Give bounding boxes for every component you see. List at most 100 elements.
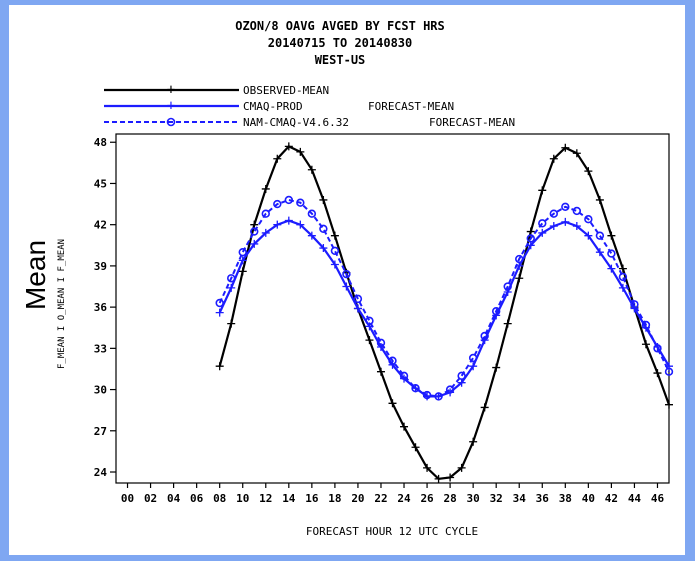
data-point xyxy=(227,283,236,292)
legend-label-nam-cmaq: NAM-CMAQ-V4.6.32 xyxy=(243,116,349,129)
legend-label-observed: OBSERVED-MEAN xyxy=(243,84,329,97)
x-tick-label: 44 xyxy=(628,492,642,505)
data-point xyxy=(250,239,259,248)
y-tick-label: 36 xyxy=(94,301,108,314)
x-tick-label: 32 xyxy=(490,492,503,505)
y-tick-label: 33 xyxy=(94,342,107,355)
data-point xyxy=(400,422,409,431)
data-point xyxy=(215,308,224,317)
data-point xyxy=(549,154,558,163)
x-tick-label: 22 xyxy=(374,492,387,505)
data-point xyxy=(468,353,478,363)
x-tick-label: 42 xyxy=(605,492,618,505)
data-point xyxy=(618,283,627,292)
data-point xyxy=(618,272,628,282)
data-point xyxy=(491,307,501,316)
y-axis-big-label: Mean xyxy=(20,240,51,310)
data-point xyxy=(572,149,581,158)
data-point xyxy=(515,254,524,264)
data-point xyxy=(526,227,535,236)
x-tick-label: 10 xyxy=(236,492,249,505)
x-tick-label: 30 xyxy=(467,492,480,505)
x-tick-label: 36 xyxy=(536,492,550,505)
y-axis-small-label: F_MEAN I O_MEAN I F_MEAN xyxy=(57,239,67,369)
x-tick-label: 04 xyxy=(167,492,181,505)
data-point xyxy=(261,228,270,237)
data-point xyxy=(376,367,385,376)
data-point xyxy=(342,282,351,291)
data-point xyxy=(538,228,547,237)
plot-area-frame xyxy=(115,133,670,484)
x-tick-label: 06 xyxy=(190,492,204,505)
data-point xyxy=(296,198,305,207)
data-point xyxy=(238,267,247,276)
data-point xyxy=(388,399,397,408)
data-point xyxy=(469,362,478,371)
data-point xyxy=(273,220,282,229)
data-point xyxy=(399,371,409,381)
data-point xyxy=(457,463,466,472)
data-point xyxy=(261,184,270,193)
data-point xyxy=(515,274,524,283)
data-point xyxy=(250,220,259,229)
chart-panel: OZON/8 OAVG AVGED BY FCST HRS 20140715 T… xyxy=(9,5,685,555)
data-point xyxy=(630,300,639,309)
series-line xyxy=(218,145,671,481)
data-point xyxy=(641,320,651,330)
data-point xyxy=(284,142,293,151)
data-point xyxy=(653,369,662,378)
data-point xyxy=(330,260,339,269)
legend-marker-nam-cmaq xyxy=(166,117,176,127)
x-tick-label: 40 xyxy=(582,492,595,505)
x-tick-label: 46 xyxy=(651,492,665,505)
data-point xyxy=(307,165,316,174)
legend-label-cmaq-prod: CMAQ-PROD xyxy=(243,100,303,113)
data-point xyxy=(607,231,616,240)
data-point xyxy=(595,231,605,240)
data-point xyxy=(227,319,236,328)
legend-marker-observed: + xyxy=(167,82,175,98)
data-point xyxy=(423,463,432,472)
data-point xyxy=(388,356,397,365)
data-point xyxy=(330,246,340,255)
data-point xyxy=(618,264,627,273)
x-tick-label: 34 xyxy=(513,492,527,505)
data-point xyxy=(595,248,604,257)
data-point xyxy=(664,367,674,376)
data-point xyxy=(561,202,570,212)
chart-title-block: OZON/8 OAVG AVGED BY FCST HRS 20140715 T… xyxy=(235,19,445,67)
x-tick-label: 00 xyxy=(121,492,134,505)
x-tick-label: 24 xyxy=(397,492,411,505)
data-point xyxy=(445,385,455,394)
x-tick-label: 20 xyxy=(351,492,364,505)
x-tick-label: 12 xyxy=(259,492,272,505)
data-point xyxy=(434,474,443,483)
data-point xyxy=(549,209,558,218)
data-point xyxy=(284,195,294,205)
data-point xyxy=(411,383,420,393)
series-0 xyxy=(215,142,673,483)
data-point xyxy=(422,390,432,400)
data-point xyxy=(365,336,374,345)
data-point xyxy=(238,247,247,257)
x-tick-label: 02 xyxy=(144,492,157,505)
chart-title-line-2: 20140715 TO 20140830 xyxy=(268,36,413,50)
x-tick-label: 38 xyxy=(559,492,572,505)
data-point xyxy=(503,319,512,328)
data-point xyxy=(296,147,305,156)
y-tick-label: 48 xyxy=(94,136,107,149)
y-tick-label: 39 xyxy=(94,260,107,273)
data-point xyxy=(365,316,374,326)
series-2 xyxy=(215,195,674,401)
y-tick-label: 42 xyxy=(94,219,107,232)
data-point xyxy=(607,264,616,273)
chart-title-line-1: OZON/8 OAVG AVGED BY FCST HRS xyxy=(235,19,445,33)
y-tick-label: 30 xyxy=(94,384,107,397)
legend-marker-cmaq-prod: + xyxy=(167,98,175,114)
x-tick-label: 28 xyxy=(443,492,456,505)
data-point xyxy=(469,437,478,446)
data-point xyxy=(584,214,593,224)
legend: + OBSERVED-MEAN + CMAQ-PROD FORECAST-MEA… xyxy=(104,82,515,129)
data-point xyxy=(480,331,489,341)
